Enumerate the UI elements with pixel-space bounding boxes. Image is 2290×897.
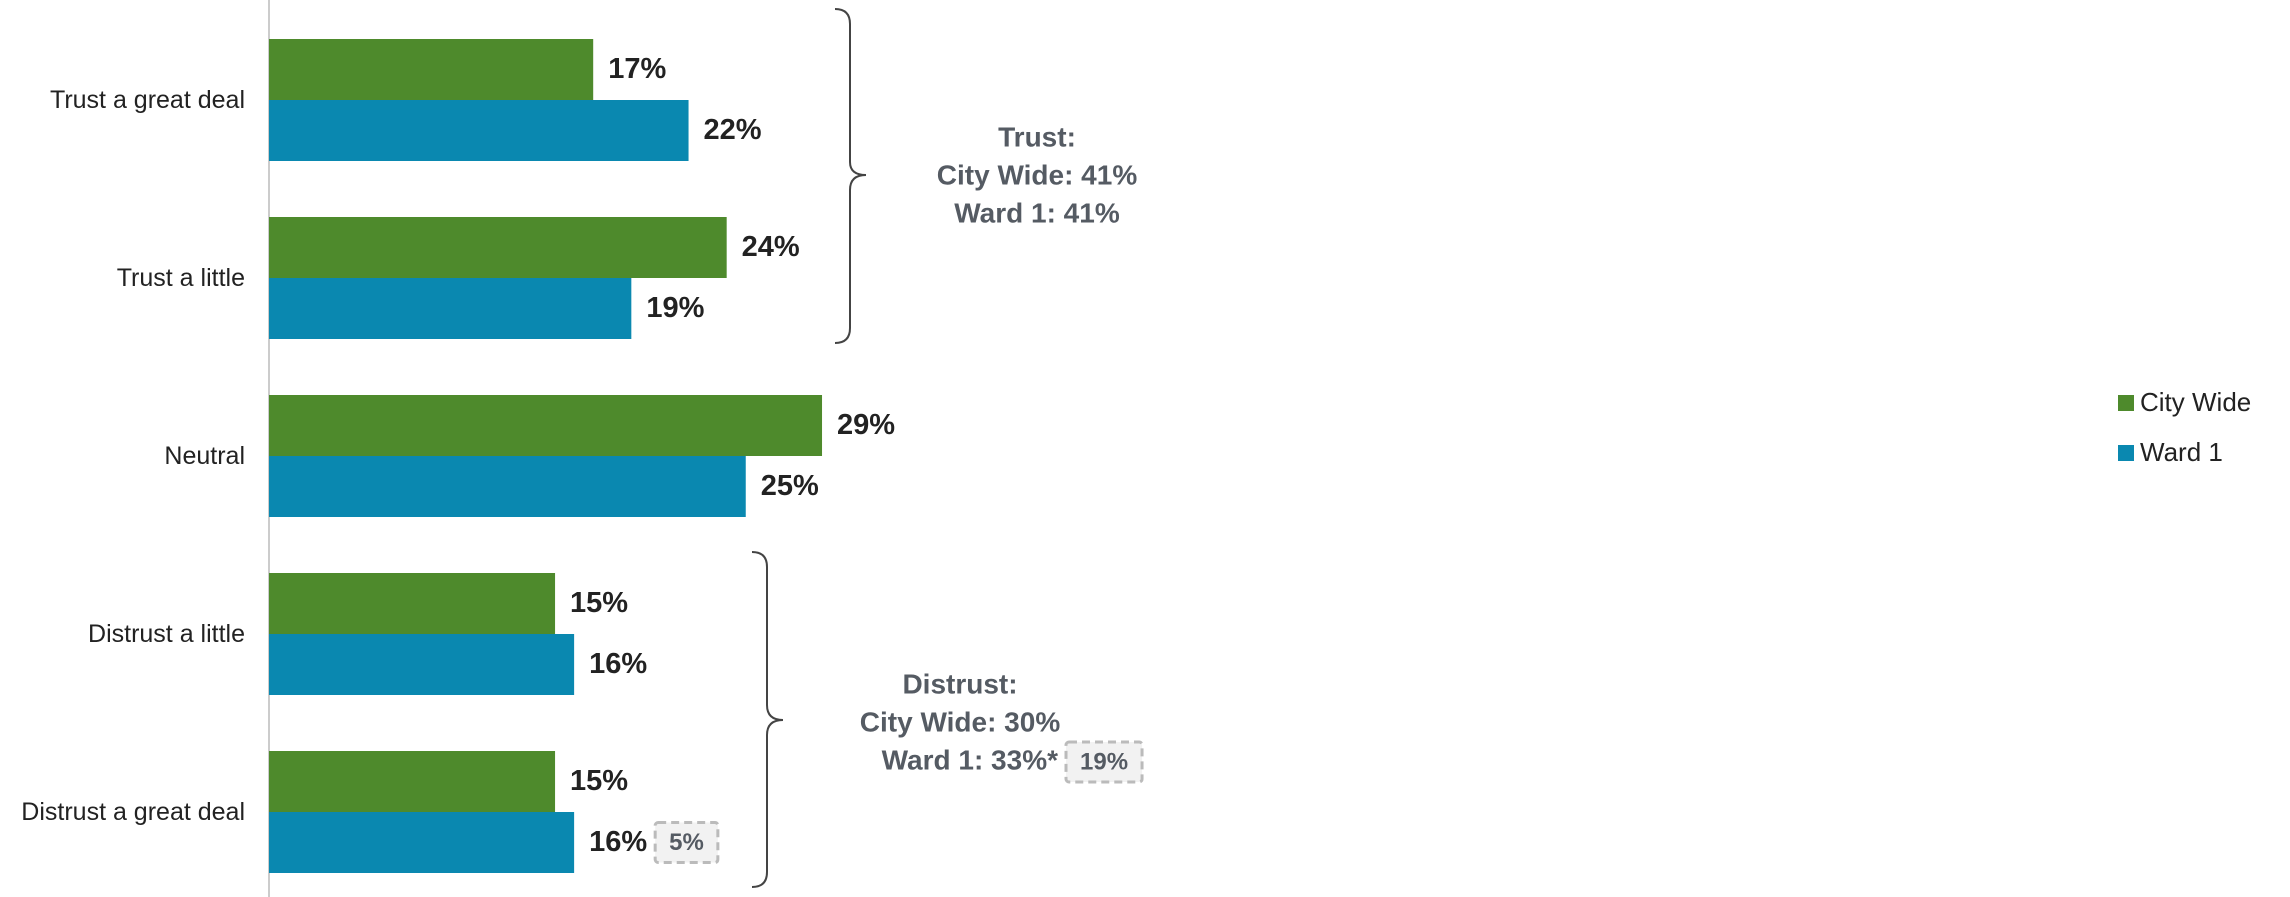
annotation-box bbox=[1064, 740, 1144, 784]
annotation-box-label: 19% bbox=[1080, 748, 1128, 775]
bar bbox=[269, 395, 823, 456]
bar bbox=[269, 812, 575, 873]
legend-label: City Wide bbox=[2140, 387, 2251, 417]
annotation-box bbox=[653, 821, 720, 864]
annotation-box-label: 5% bbox=[669, 829, 704, 856]
bar bbox=[269, 456, 746, 517]
bar bbox=[269, 634, 575, 695]
category-label: Trust a great deal bbox=[49, 86, 245, 114]
value-label: 16% bbox=[589, 826, 647, 858]
bar bbox=[269, 39, 594, 100]
value-label: 17% bbox=[608, 53, 666, 85]
value-label: 25% bbox=[761, 470, 819, 502]
distrust-bracket bbox=[751, 551, 784, 888]
annotation-text: City Wide: 41% bbox=[937, 159, 1138, 190]
category-label: Distrust a little bbox=[88, 620, 245, 648]
value-label: 15% bbox=[570, 765, 628, 797]
value-label: 16% bbox=[589, 648, 647, 680]
value-label: 19% bbox=[646, 292, 704, 324]
trust-bracket bbox=[834, 8, 867, 344]
value-label: 29% bbox=[837, 409, 895, 441]
value-label: 22% bbox=[704, 114, 762, 146]
bar bbox=[269, 217, 727, 278]
legend-swatch bbox=[2118, 445, 2134, 461]
annotation-text: Distrust: bbox=[902, 668, 1017, 699]
bar bbox=[269, 278, 632, 339]
value-label: 24% bbox=[742, 231, 800, 263]
annotation-text: Ward 1: 41% bbox=[954, 197, 1120, 228]
bar bbox=[269, 100, 689, 161]
value-label: 15% bbox=[570, 587, 628, 619]
bar bbox=[269, 751, 556, 812]
annotation-text: Ward 1: 33%* bbox=[882, 744, 1058, 775]
annotation-text: Trust: bbox=[998, 121, 1076, 152]
bar bbox=[269, 573, 556, 634]
legend-label: Ward 1 bbox=[2140, 437, 2223, 467]
legend-swatch bbox=[2118, 395, 2134, 411]
annotation-text: City Wide: 30% bbox=[860, 706, 1061, 737]
category-label: Distrust a great deal bbox=[21, 798, 245, 826]
category-label: Trust a little bbox=[116, 264, 245, 292]
category-label: Neutral bbox=[164, 442, 245, 470]
